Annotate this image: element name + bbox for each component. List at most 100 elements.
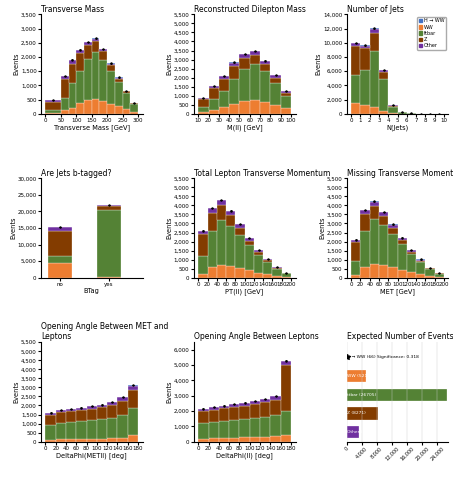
- Bar: [219, 438, 229, 442]
- Bar: [76, 421, 87, 439]
- Bar: [361, 105, 370, 114]
- Bar: [379, 216, 388, 225]
- Text: WW (5214): WW (5214): [347, 374, 372, 378]
- Bar: [347, 426, 358, 438]
- Y-axis label: Events: Events: [14, 53, 19, 75]
- Bar: [281, 365, 291, 411]
- X-axis label: DeltaPhi(METll) [deg]: DeltaPhi(METll) [deg]: [56, 452, 127, 459]
- Y-axis label: Events: Events: [166, 381, 172, 403]
- Bar: [117, 438, 128, 442]
- Text: ttbar (26705): ttbar (26705): [347, 393, 376, 397]
- Bar: [84, 100, 92, 114]
- Bar: [351, 240, 361, 242]
- Bar: [84, 59, 92, 100]
- Text: Opening Angle Between MET and
Leptons: Opening Angle Between MET and Leptons: [41, 322, 168, 341]
- Bar: [198, 439, 208, 442]
- Bar: [398, 244, 407, 270]
- Bar: [87, 407, 97, 408]
- Bar: [416, 275, 425, 277]
- Bar: [240, 419, 250, 437]
- Y-axis label: Events: Events: [10, 217, 16, 239]
- Bar: [260, 102, 270, 114]
- Bar: [260, 61, 270, 64]
- X-axis label: DeltaPhi(ll) [deg]: DeltaPhi(ll) [deg]: [216, 452, 273, 459]
- Bar: [351, 103, 361, 114]
- Bar: [361, 267, 370, 277]
- Text: Z (8271): Z (8271): [347, 411, 366, 416]
- Bar: [361, 231, 370, 267]
- Bar: [272, 269, 282, 276]
- Bar: [361, 215, 370, 231]
- Bar: [434, 274, 444, 277]
- Bar: [398, 112, 407, 114]
- Bar: [123, 93, 130, 109]
- Bar: [226, 211, 236, 216]
- Bar: [388, 267, 398, 277]
- Bar: [370, 206, 379, 219]
- Bar: [229, 407, 240, 420]
- Text: Number of Jets: Number of Jets: [347, 5, 404, 13]
- Bar: [388, 234, 398, 267]
- Bar: [66, 439, 76, 442]
- Bar: [76, 103, 84, 114]
- Bar: [198, 98, 208, 99]
- Bar: [270, 415, 281, 436]
- Bar: [207, 208, 217, 213]
- Bar: [219, 76, 229, 79]
- Bar: [388, 106, 398, 108]
- Bar: [107, 402, 117, 405]
- Bar: [270, 396, 281, 399]
- Bar: [198, 234, 207, 256]
- Bar: [281, 93, 291, 96]
- Bar: [425, 269, 434, 276]
- Text: Transverse Mass: Transverse Mass: [41, 5, 104, 13]
- Bar: [370, 50, 379, 108]
- Bar: [45, 425, 56, 440]
- Bar: [263, 259, 272, 260]
- Bar: [416, 262, 425, 275]
- Bar: [96, 276, 121, 277]
- Bar: [208, 99, 219, 110]
- Bar: [45, 100, 61, 102]
- Bar: [61, 97, 68, 110]
- Bar: [100, 49, 107, 51]
- Bar: [219, 408, 229, 421]
- Bar: [130, 112, 138, 114]
- Bar: [56, 423, 66, 439]
- Bar: [379, 70, 388, 72]
- Bar: [407, 254, 416, 272]
- Bar: [107, 405, 117, 418]
- Bar: [107, 438, 117, 442]
- Bar: [379, 225, 388, 265]
- Bar: [272, 276, 282, 277]
- Bar: [351, 43, 361, 47]
- Bar: [92, 99, 100, 114]
- Bar: [236, 228, 245, 235]
- Bar: [107, 71, 115, 104]
- Bar: [270, 105, 281, 114]
- Bar: [130, 104, 138, 112]
- Bar: [84, 42, 92, 45]
- Bar: [123, 92, 130, 93]
- Bar: [56, 412, 66, 423]
- Bar: [198, 107, 208, 112]
- Bar: [351, 275, 361, 277]
- Text: Expected Number of Events for 10/fb: Expected Number of Events for 10/fb: [347, 333, 453, 341]
- Bar: [260, 402, 270, 417]
- Bar: [115, 82, 123, 107]
- Bar: [351, 261, 361, 275]
- Bar: [128, 385, 138, 390]
- Bar: [198, 274, 207, 277]
- Bar: [416, 260, 425, 261]
- Bar: [219, 91, 229, 108]
- Bar: [263, 260, 272, 262]
- Bar: [407, 272, 416, 277]
- Bar: [370, 108, 379, 114]
- Y-axis label: Events: Events: [316, 53, 322, 75]
- Bar: [388, 108, 398, 113]
- Bar: [270, 78, 281, 83]
- X-axis label: Transverse Mass [GeV]: Transverse Mass [GeV]: [53, 124, 130, 131]
- Bar: [61, 79, 68, 97]
- Bar: [217, 200, 226, 205]
- Text: Missing Transverse Momentum (MET): Missing Transverse Momentum (MET): [347, 168, 453, 178]
